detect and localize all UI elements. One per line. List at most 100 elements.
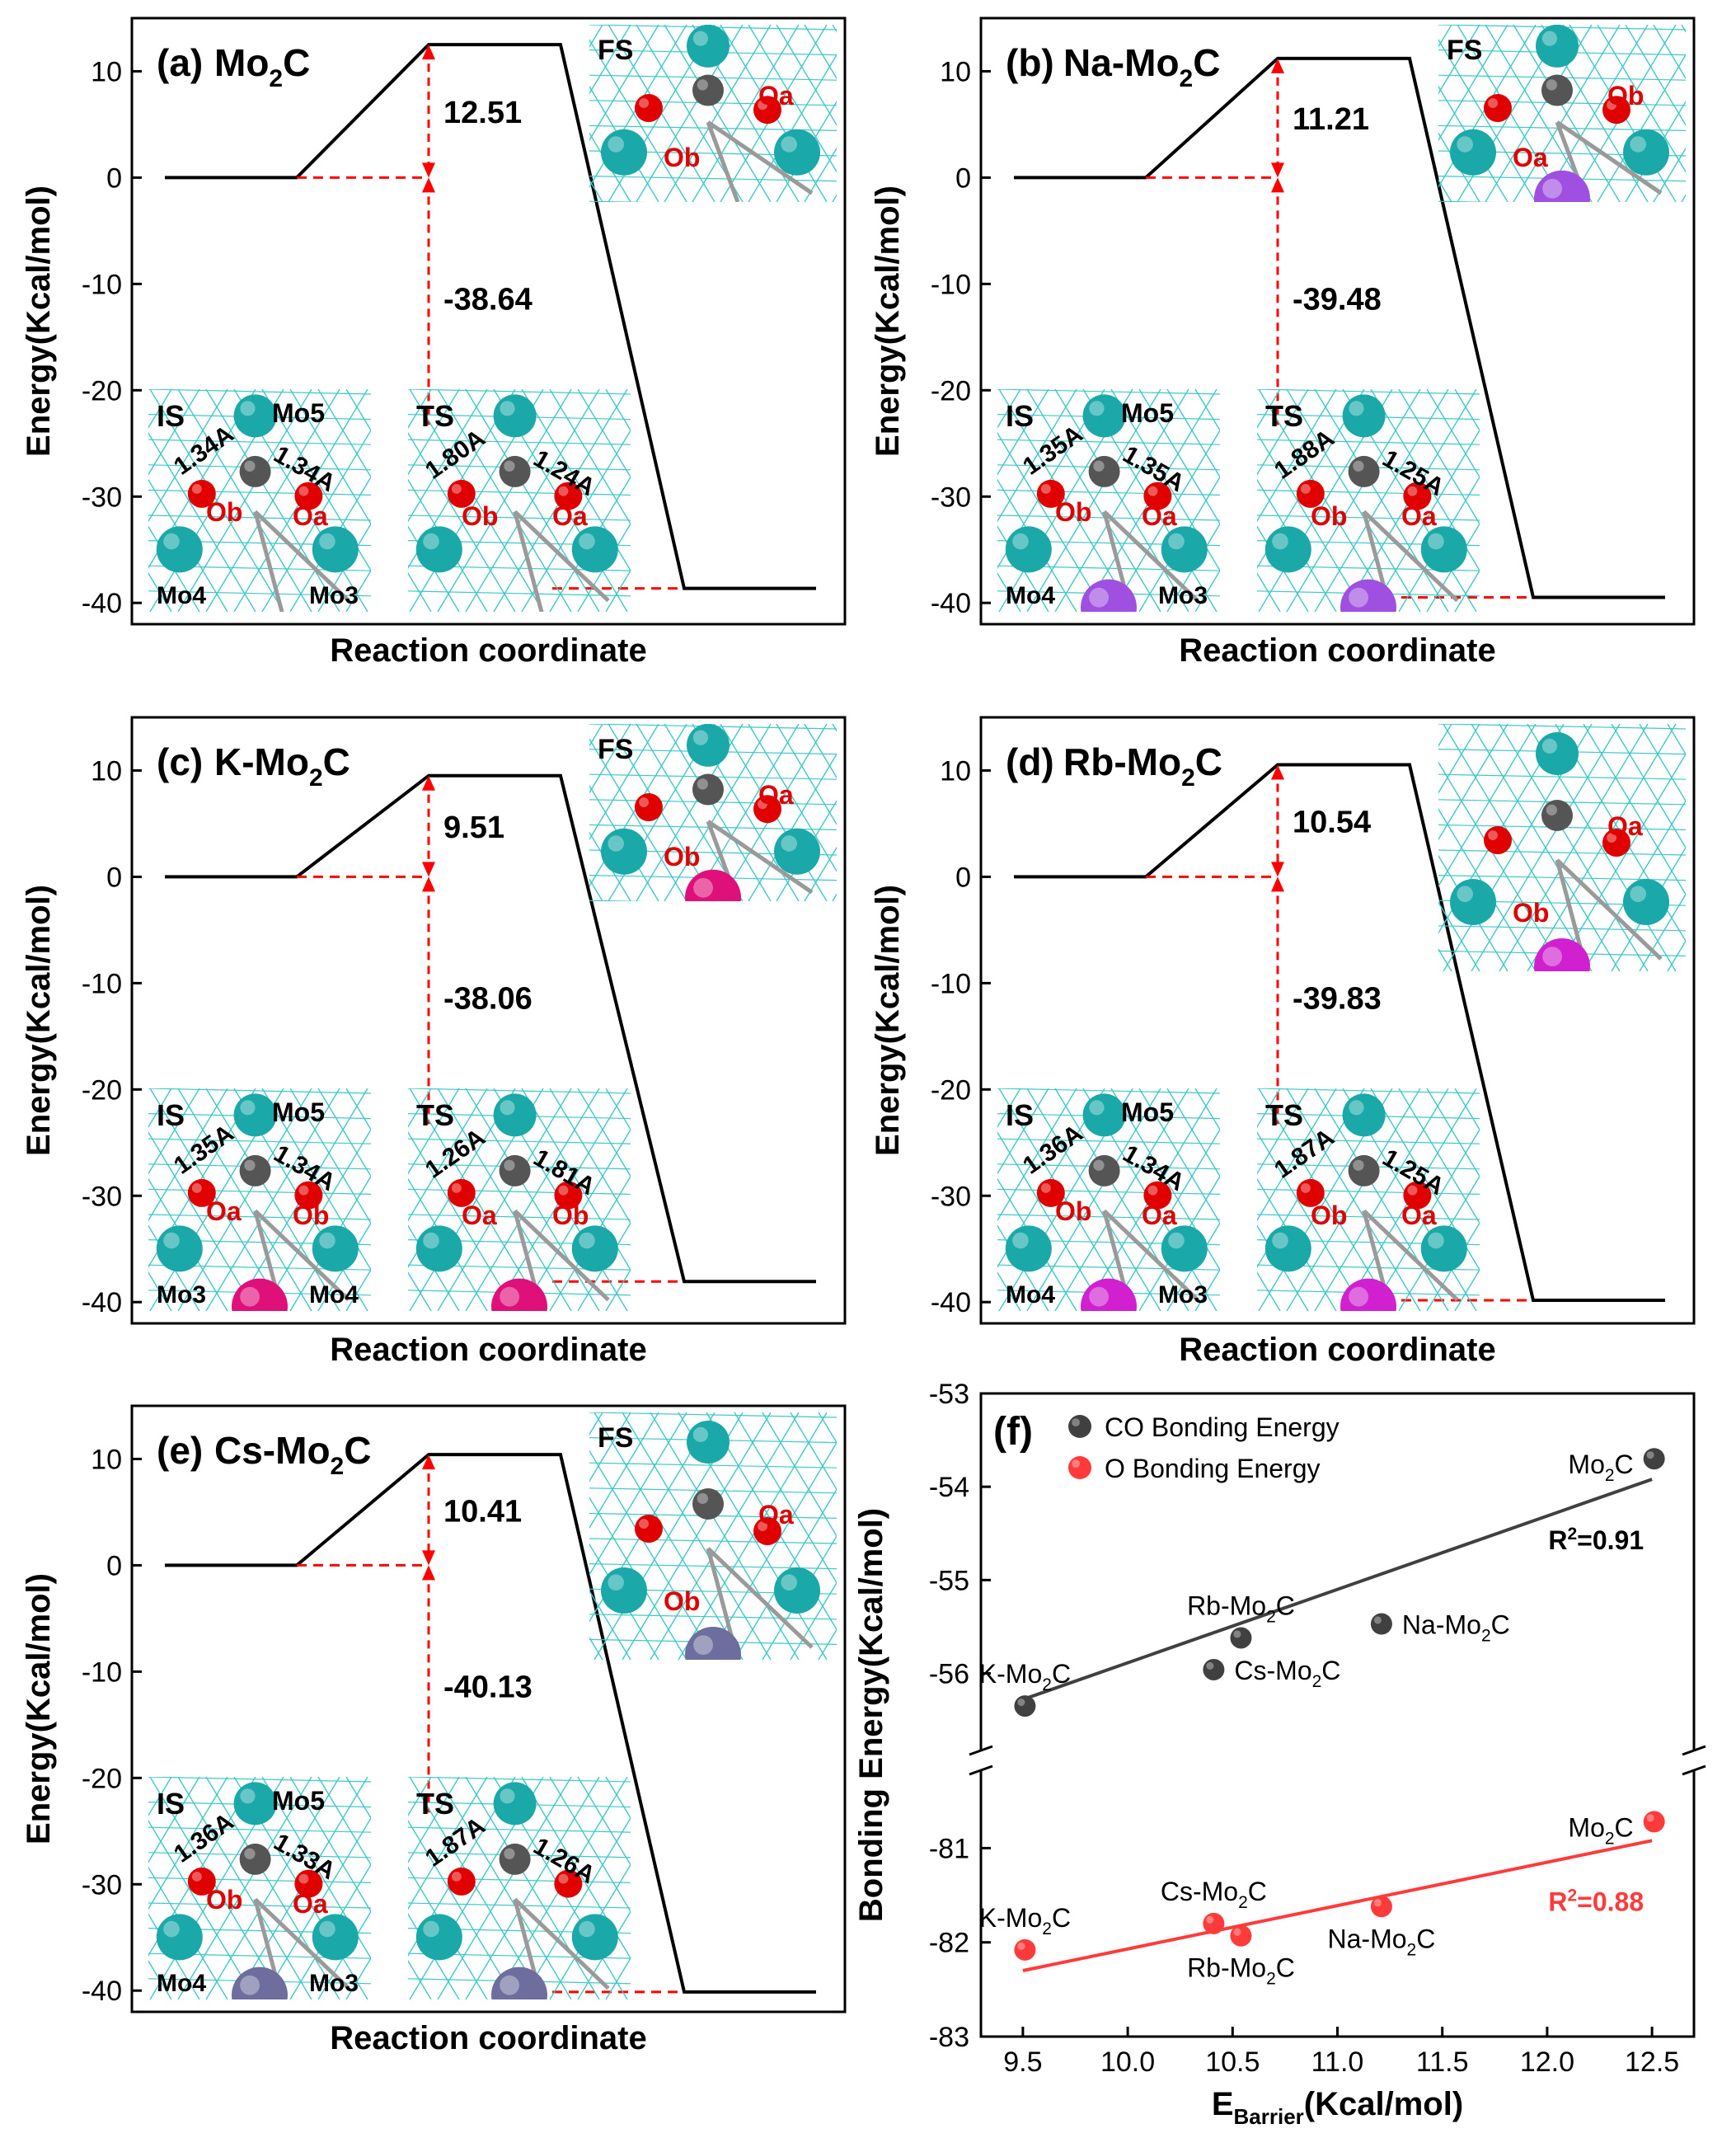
panel-title-prefix: (e) (157, 1429, 203, 1472)
o-atom (447, 1178, 476, 1207)
is-structure (148, 1088, 371, 1311)
lattice-line (1653, 147, 1686, 202)
point-label-main: K-Mo (979, 1903, 1042, 1933)
x-tick-label: 11.0 (1311, 2046, 1364, 2078)
point-label: Cs-Mo2C (1234, 1656, 1340, 1691)
energy-profile-line (1014, 56, 1665, 599)
data-point-highlight (1373, 1899, 1382, 1907)
lattice-line (409, 1777, 544, 1999)
o-atom-highlight (1040, 484, 1051, 494)
panel-title: (f) (993, 1410, 1033, 1454)
is-structure-lattice (148, 1777, 371, 1999)
lattice-line (317, 1777, 371, 1867)
point-label-rest: C (1491, 1610, 1510, 1640)
lattice-line (149, 1777, 284, 1999)
lattice-line (997, 389, 1220, 395)
mo-atom (415, 1914, 462, 1961)
lattice-line (1257, 1088, 1309, 1175)
o-atom-body (294, 1869, 323, 1898)
is-structure (148, 389, 371, 612)
mo-atom-body (1161, 1225, 1208, 1272)
y-tick-label: -40 (931, 1287, 971, 1318)
lattice-line (1438, 200, 1497, 202)
lattice-line (148, 1777, 172, 1817)
alkali-atom (685, 1627, 741, 1660)
alkali-atom-body (1534, 170, 1590, 202)
o-atom-highlight (1147, 486, 1158, 496)
lattice-line (1611, 724, 1686, 849)
o-atom-body (1143, 1181, 1172, 1210)
c-atom (1088, 455, 1120, 487)
alkali-atom-body (1534, 938, 1590, 971)
lattice-line (1257, 1188, 1480, 1195)
alkali-atom-body (1081, 1278, 1137, 1311)
o-atom-highlight (758, 1521, 767, 1532)
lattice-line (148, 1819, 256, 1999)
lattice-line (148, 478, 228, 612)
mo-atom-highlight (608, 136, 624, 153)
arrow-head (1271, 58, 1284, 73)
o-atom-body (447, 479, 476, 508)
barrier-value: 11.21 (1293, 102, 1369, 137)
o-atom (1036, 479, 1065, 508)
y-axis-label: Energy(Kcal/mol) (870, 186, 906, 457)
ts-label: TS (416, 399, 454, 433)
lattice-line (148, 389, 371, 395)
ts-o-label: Ob (1311, 1201, 1347, 1230)
mo-atom-highlight (1541, 31, 1557, 46)
c-atom-body (239, 1154, 271, 1186)
bond (1362, 510, 1459, 603)
lattice-line (1275, 724, 1424, 971)
point-label-rest: C (1276, 1953, 1295, 1983)
lattice-line (998, 1088, 1133, 1311)
lattice-line (1258, 1088, 1393, 1311)
lattice-line (148, 1088, 371, 1094)
r2-sup: 2 (1567, 1525, 1577, 1544)
y-tick-label: 0 (106, 162, 122, 194)
o-atom-highlight (451, 484, 462, 494)
c-atom (239, 1843, 271, 1875)
lattice-line (1257, 1088, 1281, 1129)
mo-atom-body (774, 828, 820, 875)
point-label-main: Mo (1568, 1450, 1604, 1479)
ts-bond-label: 1.26A (420, 1124, 490, 1184)
point-label-rest: C (1615, 1450, 1634, 1479)
lattice-line (577, 1088, 631, 1178)
ts-structure-lattice (408, 389, 631, 612)
lattice-line (1438, 807, 1537, 971)
point-label-sub: 2 (1481, 1627, 1491, 1646)
o-atom-body (187, 1178, 216, 1207)
lattice-line (1110, 1088, 1220, 1271)
lattice-line (605, 1957, 631, 1999)
is-o-label: Oa (293, 501, 328, 531)
lattice-line (1257, 525, 1309, 612)
mo-atom-body (415, 526, 462, 573)
o-atom-body (1484, 94, 1512, 123)
lattice-line (818, 1628, 837, 1660)
is-label: IS (1006, 1098, 1034, 1132)
arrow-head (1271, 876, 1284, 892)
panel-title-catalyst: Rb-Mo2C (1063, 740, 1222, 792)
c-atom-highlight (1353, 460, 1364, 472)
lattice-line (465, 389, 600, 612)
lattice-line (408, 1913, 460, 1999)
lattice-line (345, 1088, 371, 1131)
y-tick-label: -10 (82, 269, 122, 300)
lattice-line (549, 1777, 631, 1913)
x-tick-label: 12.5 (1625, 2046, 1679, 2078)
mo-atom (415, 526, 462, 573)
o-atom-highlight (1407, 1185, 1418, 1196)
lattice-line (408, 389, 460, 476)
data-point-body (1203, 1658, 1225, 1680)
panel-title-catalyst-rest: C (283, 41, 310, 84)
o-atom-body (554, 482, 583, 510)
panel-title-catalyst-rest: C (323, 740, 350, 783)
is-atom-label: Mo5 (272, 398, 325, 428)
lattice-line (408, 590, 631, 597)
y-axis-label: Energy(Kcal/mol) (21, 885, 57, 1156)
mo-atom-body (415, 1914, 462, 1961)
data-point (1014, 1695, 1036, 1717)
point-label-rest: C (1052, 1903, 1071, 1933)
c-atom-body (1348, 1154, 1380, 1186)
c-atom (239, 1154, 271, 1186)
